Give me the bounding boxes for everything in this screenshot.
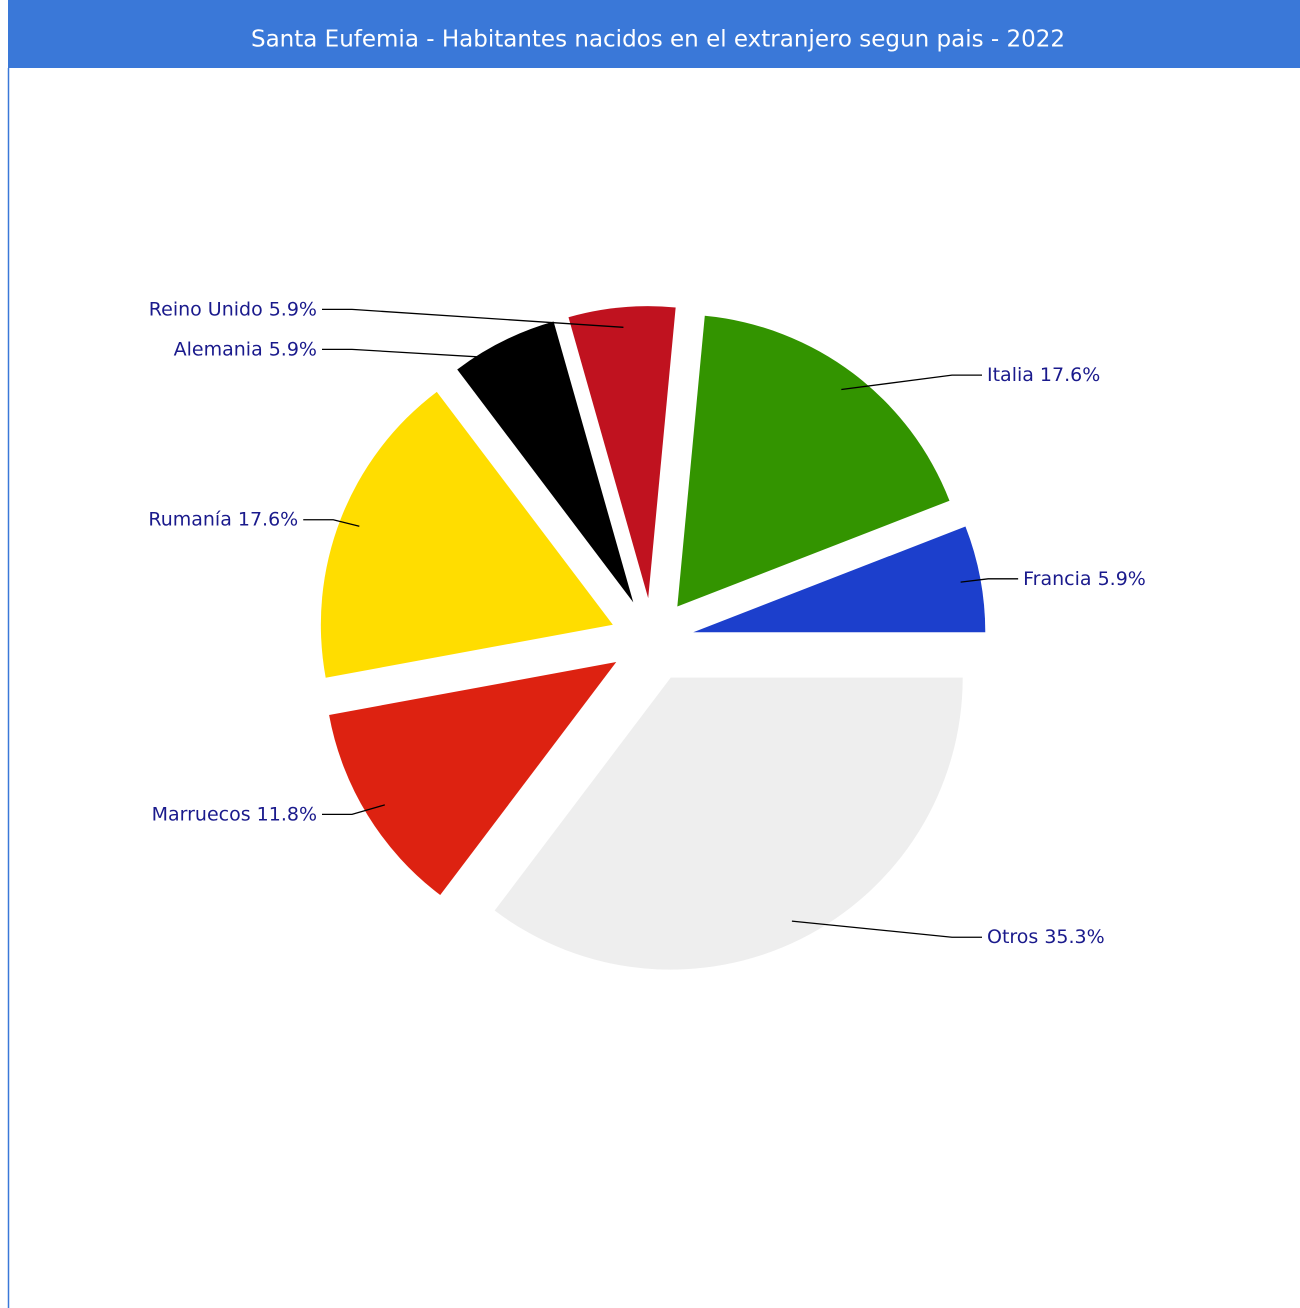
- slice-label-value: 5.9%: [1098, 567, 1146, 589]
- slice-label: Reino Unido 5.9%: [149, 298, 317, 320]
- slice-label-name: Otros: [987, 926, 1038, 948]
- slice-label-value: 17.6%: [1040, 364, 1100, 386]
- pie-slice: [568, 306, 676, 599]
- leader-line: [322, 308, 624, 328]
- slice-label-name: Francia: [1023, 567, 1091, 589]
- slice-label: Rumanía 17.6%: [148, 508, 298, 530]
- slice-label-name: Reino Unido: [149, 298, 263, 320]
- pie-slice: [693, 526, 986, 633]
- slice-label-value: 5.9%: [269, 338, 317, 360]
- slice-label: Alemania 5.9%: [174, 338, 317, 360]
- slice-label-value: 5.9%: [269, 298, 317, 320]
- leader-line: [322, 348, 513, 360]
- leader-line: [841, 374, 982, 391]
- pie-slice: [494, 677, 963, 970]
- slice-label: Francia 5.9%: [1023, 567, 1146, 589]
- slice-label: Otros 35.3%: [987, 926, 1105, 948]
- slice-label-name: Italia: [987, 364, 1034, 386]
- leader-line: [960, 578, 1019, 583]
- pie-slice: [329, 662, 617, 896]
- slice-label-value: 35.3%: [1044, 926, 1104, 948]
- slice-label: Italia 17.6%: [987, 364, 1100, 386]
- slice-label-name: Marruecos: [152, 803, 251, 825]
- slice-label-value: 17.6%: [238, 508, 298, 530]
- title-bar: [8, 0, 1300, 68]
- leader-line: [303, 519, 360, 527]
- slice-label: Marruecos 11.8%: [152, 803, 317, 825]
- pie-slice: [457, 321, 634, 603]
- pie-slice: [677, 315, 950, 607]
- leader-line: [791, 920, 982, 938]
- chart-title: Santa Eufemia - Habitantes nacidos en el…: [251, 27, 1065, 53]
- slice-label-name: Rumanía: [148, 508, 232, 530]
- leader-line: [322, 804, 385, 816]
- slice-label-value: 11.8%: [257, 803, 317, 825]
- slice-label-name: Alemania: [174, 338, 263, 360]
- pie-slice: [320, 391, 613, 678]
